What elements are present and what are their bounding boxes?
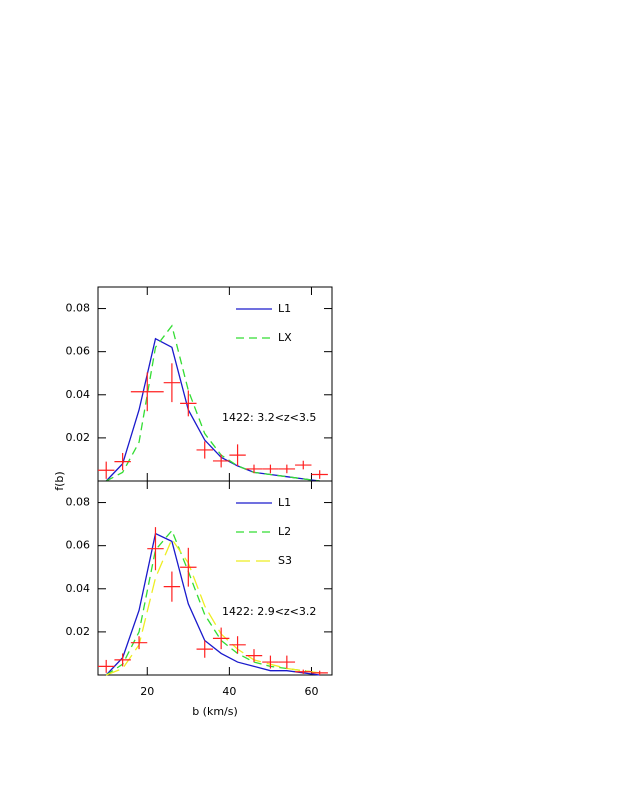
legend-label: L1 [278, 302, 291, 315]
x-tick-label: 40 [222, 685, 236, 698]
x-tick-label: 60 [304, 685, 318, 698]
line-series [105, 537, 320, 676]
legend-label: L1 [278, 496, 291, 509]
y-axis-label: f(b) [53, 471, 66, 490]
line-series [105, 324, 320, 482]
annotation: 1422: 2.9<z<3.2 [222, 605, 316, 618]
y-tick-label: 0.06 [66, 539, 91, 552]
line-series [105, 529, 320, 676]
y-tick-label: 0.04 [66, 582, 91, 595]
plot-frame [97, 480, 333, 676]
x-tick-label: 20 [140, 685, 154, 698]
legend-label: L2 [278, 525, 291, 538]
y-tick-label: 0.08 [66, 496, 91, 509]
y-tick-label: 0.02 [66, 625, 91, 638]
x-axis-label: b (km/s) [192, 705, 238, 718]
line-series [105, 532, 320, 676]
legend-label: S3 [278, 554, 292, 567]
y-tick-label: 0.04 [66, 388, 91, 401]
line-series [105, 337, 320, 482]
y-tick-label: 0.08 [66, 302, 91, 315]
annotation: 1422: 3.2<z<3.5 [222, 411, 316, 424]
y-tick-label: 0.02 [66, 431, 91, 444]
legend-label: LX [278, 331, 292, 344]
y-tick-label: 0.06 [66, 345, 91, 358]
